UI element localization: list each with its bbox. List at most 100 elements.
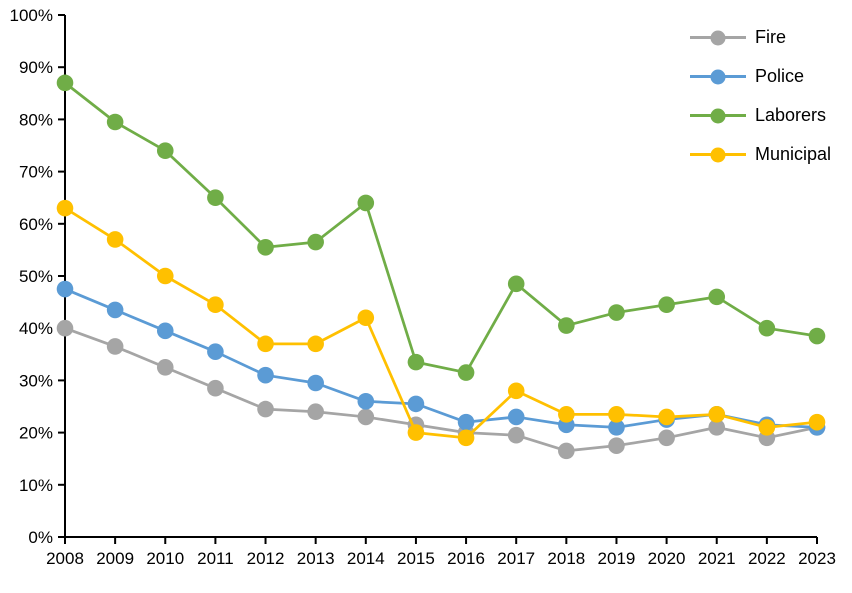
data-point-laborers-2009 [106,113,124,131]
data-point-laborers-2011 [207,189,224,206]
x-axis-tick-label: 2011 [197,549,234,568]
data-point-fire-2017 [507,426,525,444]
legend-dot-swatch [710,108,726,123]
y-axis-tick-label: 0% [28,528,53,547]
legend-marker-police-icon [690,68,746,85]
data-point-laborers-2012 [257,238,274,256]
data-point-fire-2010 [156,359,174,376]
x-axis-tick-label: 2022 [748,549,786,568]
data-point-fire-2011 [207,379,224,397]
x-axis-tick-label: 2016 [447,549,485,568]
data-point-fire-2013 [307,403,324,421]
x-axis-tick-label: 2010 [146,549,184,568]
y-axis-tick-label: 10% [19,476,53,495]
data-point-municipal-2012 [257,335,274,353]
legend-dot-swatch [710,147,726,162]
data-point-police-2016 [457,413,475,431]
legend-label-municipal: Municipal [755,144,832,164]
data-point-fire-2021 [708,419,726,436]
data-point-municipal-2013 [307,335,324,353]
series-line-municipal [63,206,819,440]
data-point-police-2014 [357,392,375,410]
data-point-laborers-2022 [758,319,776,337]
legend-item-fire: Fire [690,18,831,57]
data-point-laborers-2021 [708,288,726,306]
legend-label-laborers: Laborers [755,105,827,125]
x-axis-tick-label: 2012 [247,549,285,568]
legend-dot-swatch [710,69,726,84]
data-point-municipal-2011 [207,296,224,314]
data-point-laborers-2018 [558,317,575,334]
data-point-municipal-2009 [106,231,124,248]
y-axis-tick-label: 80% [19,110,53,129]
y-axis-tick-label: 70% [19,163,53,182]
data-point-fire-2009 [106,338,124,355]
data-point-police-2012 [257,366,274,384]
legend-label-fire: Fire [755,27,786,47]
data-point-fire-2020 [658,429,675,447]
x-axis-tick-label: 2013 [297,549,335,568]
legend-marker-fire-icon [690,29,746,46]
data-point-police-2011 [207,343,224,360]
legend-marker-municipal-icon [690,146,746,163]
data-point-laborers-2010 [156,142,174,160]
data-point-fire-2014 [357,408,375,426]
y-axis-tick-label: 60% [19,215,53,234]
x-axis-tick-label: 2020 [648,549,686,568]
y-axis-tick-label: 90% [19,58,53,77]
data-point-police-2009 [106,301,124,319]
y-axis-tick-label: 20% [19,424,53,443]
data-point-municipal-2022 [758,419,776,436]
data-point-fire-2008 [56,319,74,337]
chart-legend: Fire Police Laborers Municipal [690,18,831,174]
legend-marker-laborers-icon [690,107,746,124]
data-point-fire-2018 [558,442,575,460]
data-point-laborers-2016 [457,364,475,381]
data-point-municipal-2008 [56,199,74,217]
x-axis-tick-label: 2023 [798,549,836,568]
data-point-municipal-2016 [457,429,475,447]
data-point-municipal-2020 [658,408,675,426]
legend-item-police: Police [690,57,831,96]
data-point-laborers-2015 [407,353,425,371]
data-point-laborers-2019 [608,304,625,321]
series-line-police [63,287,819,429]
data-point-municipal-2019 [608,406,625,423]
legend-dot-swatch [710,30,726,45]
data-point-police-2010 [156,322,174,340]
data-point-police-2015 [407,395,425,413]
data-point-municipal-2010 [156,267,174,285]
data-point-municipal-2018 [558,406,575,423]
x-axis-tick-label: 2015 [397,549,435,568]
x-axis-tick-label: 2019 [598,549,636,568]
data-point-municipal-2017 [507,382,525,400]
data-point-laborers-2017 [507,275,525,293]
legend-item-laborers: Laborers [690,96,831,135]
data-point-municipal-2015 [407,424,425,441]
legend-label-police: Police [755,66,805,86]
y-axis-tick-label: 50% [19,267,53,286]
data-point-laborers-2023 [808,327,826,345]
x-axis-tick-label: 2009 [96,549,134,568]
x-axis-tick-label: 2014 [347,549,385,568]
data-point-municipal-2021 [708,406,726,423]
x-axis-tick-label: 2008 [46,549,84,568]
series-line-laborers [63,81,819,374]
legend-item-municipal: Municipal [690,135,831,174]
data-point-laborers-2008 [56,74,74,92]
x-axis-tick-label: 2017 [497,549,535,568]
data-point-laborers-2020 [658,296,675,314]
series-line-fire [63,326,819,453]
data-point-police-2008 [56,280,74,298]
x-axis-tick-label: 2021 [698,549,736,568]
x-axis-tick-label: 2018 [547,549,585,568]
data-point-police-2017 [507,408,525,426]
y-axis-tick-label: 30% [19,371,53,390]
y-axis-tick-label: 40% [19,319,53,338]
data-point-police-2013 [307,374,324,392]
data-point-municipal-2014 [357,309,375,327]
y-axis-tick-label: 100% [10,6,53,25]
data-point-fire-2012 [257,400,274,418]
